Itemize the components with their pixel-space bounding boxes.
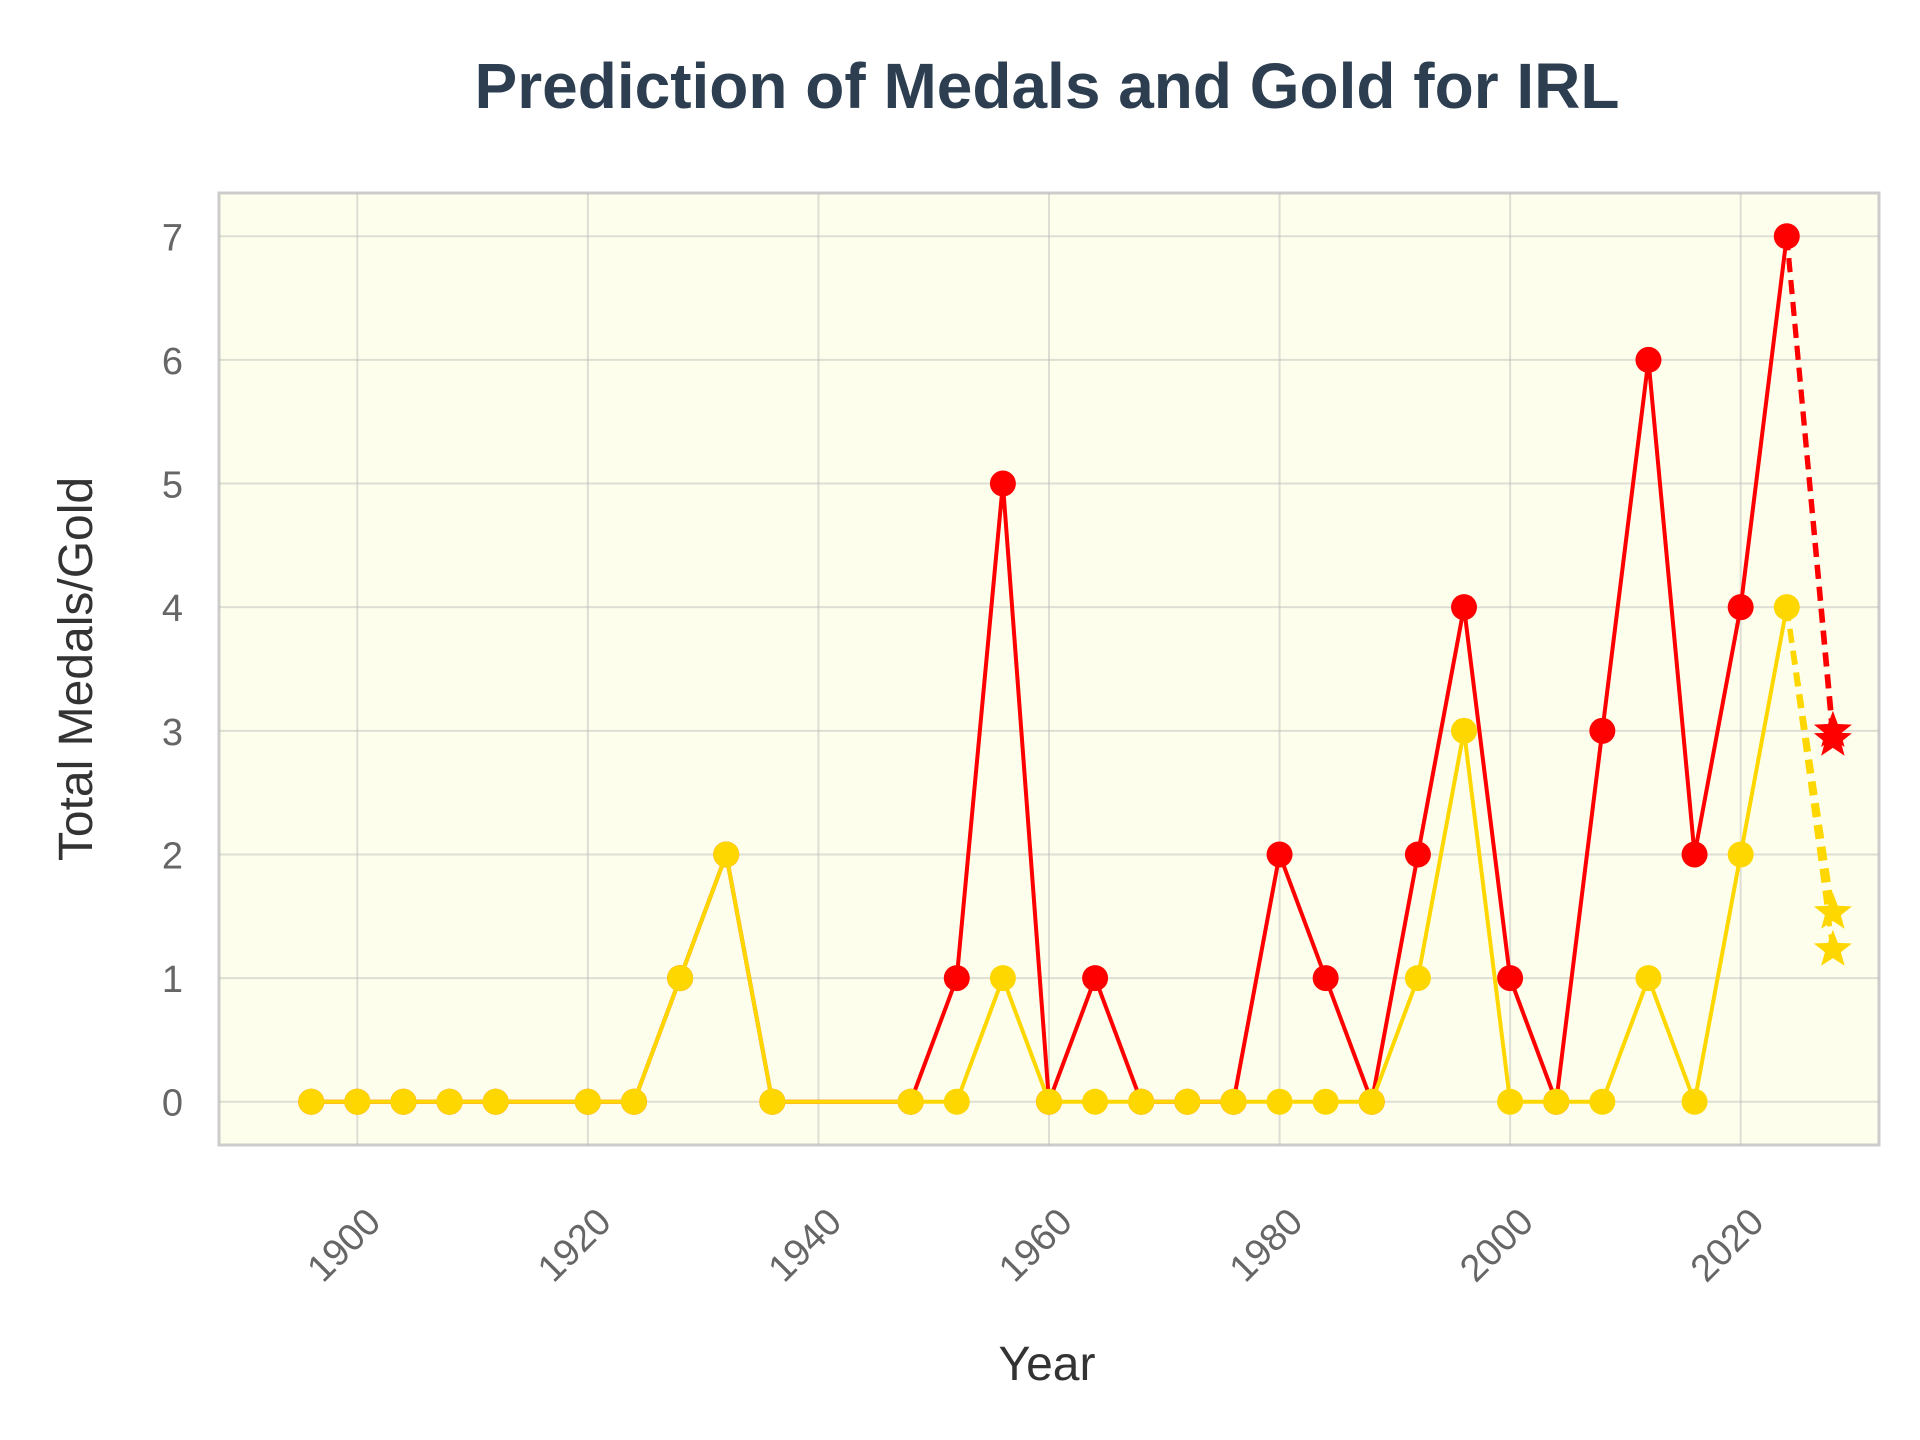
- data-point-gold: [1543, 1088, 1570, 1115]
- data-point-gold: [574, 1088, 601, 1115]
- data-point-gold: [989, 965, 1016, 992]
- data-point-gold: [621, 1088, 647, 1115]
- data-point-gold: [1082, 1088, 1109, 1115]
- data-point-gold: [1635, 965, 1662, 992]
- data-point-medals: [1635, 346, 1662, 373]
- data-point-gold: [943, 1088, 970, 1115]
- data-point-medals: [1082, 965, 1109, 992]
- data-point-gold: [1681, 1088, 1708, 1115]
- data-point-medals: [1312, 965, 1339, 992]
- x-tick-label: 1900: [300, 1201, 389, 1290]
- data-point-medals: [1266, 841, 1293, 868]
- data-point-medals: [1727, 594, 1754, 621]
- series: [298, 223, 1852, 1115]
- y-tick-label: 0: [162, 1083, 183, 1125]
- data-point-gold: [713, 841, 740, 868]
- data-point-medals: [1451, 594, 1477, 621]
- prediction-medals: [1784, 236, 1852, 756]
- data-point-gold: [1220, 1088, 1247, 1115]
- y-tick-label: 2: [162, 835, 183, 877]
- prediction-star-medals: [1813, 719, 1852, 756]
- data-point-gold: [1497, 1088, 1524, 1115]
- y-tick-label: 7: [162, 217, 183, 259]
- data-point-gold: [759, 1088, 786, 1115]
- data-point-medals: [1497, 965, 1524, 992]
- data-point-gold: [344, 1088, 371, 1115]
- data-point-gold: [436, 1088, 463, 1115]
- x-tick-label: 1980: [1222, 1201, 1311, 1290]
- x-tick-label: 1920: [530, 1201, 619, 1290]
- y-tick-label: 3: [162, 712, 183, 754]
- data-point-gold: [1358, 1088, 1385, 1115]
- data-point-gold: [1128, 1088, 1155, 1115]
- prediction-gold: [1784, 606, 1852, 966]
- chart-title: Prediction of Medals and Gold for IRL: [475, 50, 1620, 122]
- data-point-gold: [298, 1088, 325, 1115]
- data-point-gold: [1036, 1088, 1062, 1115]
- prediction-star-gold: [1813, 929, 1852, 966]
- data-point-gold: [1312, 1088, 1339, 1115]
- data-point-gold: [1727, 841, 1754, 868]
- x-tick-label: 2020: [1683, 1201, 1772, 1290]
- data-point-gold: [482, 1088, 509, 1115]
- data-point-medals: [1589, 717, 1616, 744]
- series-gold: [298, 594, 1800, 1115]
- data-point-gold: [897, 1088, 924, 1115]
- data-point-gold: [390, 1088, 417, 1115]
- x-tick-label: 2000: [1452, 1201, 1541, 1290]
- x-axis-label: Year: [999, 1338, 1096, 1391]
- y-tick-label: 1: [162, 959, 183, 1001]
- data-point-gold: [1266, 1088, 1293, 1115]
- data-point-gold: [1174, 1088, 1201, 1115]
- plot-area: [217, 191, 1881, 1147]
- y-tick-label: 6: [162, 341, 183, 383]
- data-point-gold: [1404, 965, 1431, 992]
- prediction-star-gold: [1813, 892, 1852, 929]
- prediction-line-gold: [1784, 606, 1836, 950]
- data-point-medals: [943, 965, 970, 992]
- prediction-line-medals: [1784, 236, 1836, 740]
- data-point-gold: [1589, 1088, 1616, 1115]
- x-tick-label: 1960: [991, 1201, 1080, 1290]
- y-tick-label: 4: [162, 588, 183, 630]
- data-point-medals: [989, 470, 1016, 497]
- data-point-medals: [1681, 841, 1708, 868]
- y-tick-label: 5: [162, 465, 183, 507]
- data-point-gold: [667, 965, 694, 992]
- x-tick-label: 1940: [761, 1201, 850, 1290]
- data-point-medals: [1404, 841, 1431, 868]
- y-axis-label: Total Medals/Gold: [50, 477, 103, 861]
- data-point-gold: [1451, 717, 1477, 744]
